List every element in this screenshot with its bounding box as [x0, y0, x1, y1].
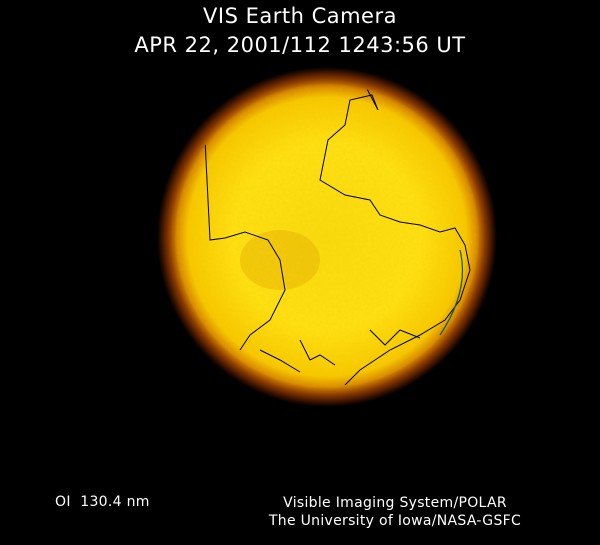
credit-line-2: The University of Iowa/NASA-GSFC	[268, 513, 522, 529]
filter-wavelength: OI 130.4 nm	[55, 494, 150, 510]
limb-edge	[439, 249, 464, 336]
image-title: VIS Earth Camera	[203, 4, 397, 28]
image-timestamp: APR 22, 2001/112 1243:56 UT	[134, 33, 466, 57]
credit-line-1: Visible Imaging System/POLAR	[283, 495, 507, 511]
disc-texture	[175, 84, 479, 388]
credit-block: Visible Imaging System/POLAR The Univers…	[240, 494, 550, 530]
